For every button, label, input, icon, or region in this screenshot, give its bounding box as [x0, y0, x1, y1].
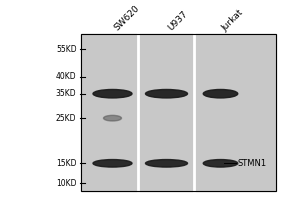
Ellipse shape: [93, 160, 132, 167]
Text: 55KD: 55KD: [56, 45, 76, 54]
Text: Jurkat: Jurkat: [220, 8, 245, 33]
Text: 25KD: 25KD: [56, 114, 76, 123]
Bar: [81, 34, 276, 191]
Text: SW620: SW620: [112, 4, 141, 33]
Ellipse shape: [146, 160, 188, 167]
Ellipse shape: [203, 160, 238, 167]
Text: 40KD: 40KD: [56, 72, 76, 81]
Ellipse shape: [203, 89, 238, 98]
Text: 10KD: 10KD: [56, 179, 76, 188]
Ellipse shape: [103, 115, 122, 121]
Text: U937: U937: [167, 9, 190, 33]
Ellipse shape: [93, 89, 132, 98]
Bar: [81, 34, 276, 191]
Ellipse shape: [146, 89, 188, 98]
Text: STMN1: STMN1: [237, 159, 266, 168]
Text: 15KD: 15KD: [56, 159, 76, 168]
Text: 35KD: 35KD: [56, 89, 76, 98]
